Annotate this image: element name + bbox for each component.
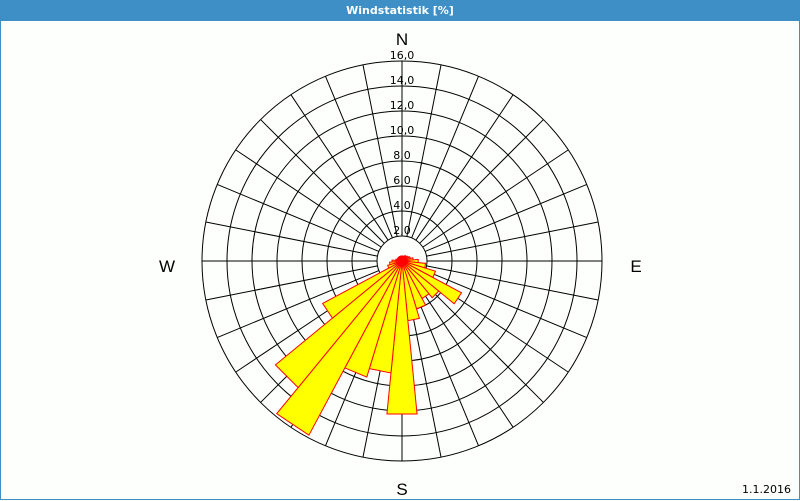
grid-spoke [415, 94, 514, 241]
grid-spoke [362, 64, 398, 237]
grid-spoke [406, 64, 442, 237]
radial-tick-labels: 2,0 4,0 6,0 8,0 10,0 12,0 14,0 16,0 [390, 49, 415, 237]
grid-spoke [424, 270, 587, 338]
title-bar: Windstatistik [%] [1, 1, 799, 21]
grid-spoke [205, 221, 378, 257]
grid-spoke [411, 283, 479, 446]
radial-tick-label: 16,0 [390, 49, 415, 62]
grid-spoke [290, 94, 389, 241]
grid-spoke [235, 149, 382, 248]
direction-label-north: N [396, 30, 408, 49]
direction-label-south: S [396, 480, 407, 499]
date-label: 1.1.2016 [742, 483, 791, 496]
radial-tick-label: 14,0 [390, 74, 415, 87]
direction-label-west: W [159, 257, 175, 276]
wind-bars [274, 254, 463, 436]
radial-tick-label: 4,0 [393, 199, 411, 212]
grid-spoke [419, 119, 544, 244]
grid-spoke [325, 76, 393, 239]
grid-spoke [426, 221, 599, 257]
grid-spoke [217, 184, 380, 252]
grid-spoke [424, 184, 587, 252]
wind-bar-236.25 [321, 260, 403, 319]
radial-tick-label: 12,0 [390, 99, 415, 112]
grid-spoke [415, 281, 514, 428]
grid-spoke [426, 265, 599, 301]
radial-tick-label: 8,0 [393, 149, 411, 162]
grid-spoke [205, 265, 378, 301]
direction-label-east: E [630, 257, 641, 276]
grid-spoke [260, 119, 385, 244]
grid-spoke [422, 149, 569, 248]
wind-bar-348.75 [399, 255, 403, 262]
radial-tick-label: 2,0 [393, 224, 411, 237]
radial-tick-label: 6,0 [393, 174, 411, 187]
radial-tick-label: 10,0 [390, 124, 415, 137]
grid-spoke [411, 76, 479, 239]
grid-spoke [217, 270, 380, 338]
grid-spoke [419, 278, 544, 403]
